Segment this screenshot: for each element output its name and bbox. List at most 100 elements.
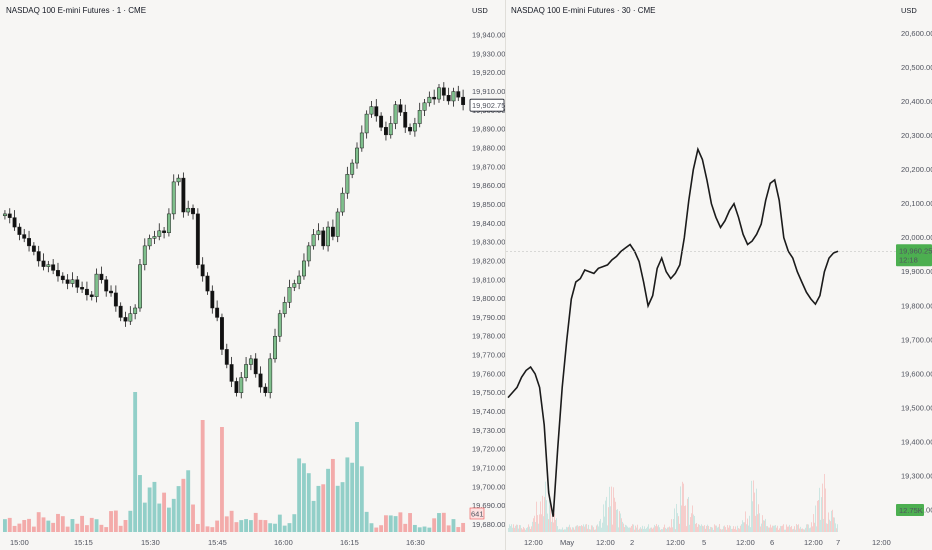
left-volume-bar	[364, 511, 369, 532]
left-y-tick-label: 19,770.00	[472, 351, 505, 360]
right-volume-bar	[678, 516, 679, 532]
right-volume-bar	[686, 526, 687, 532]
right-volume-bar	[675, 529, 676, 532]
left-last-volume-box	[469, 507, 485, 520]
left-candle-body	[191, 207, 195, 215]
left-volume-bar	[94, 519, 99, 532]
right-volume-bar	[751, 480, 752, 532]
right-volume-bar	[700, 525, 701, 532]
right-volume-bar	[533, 518, 534, 532]
left-volume-bar	[22, 520, 27, 532]
left-chart-svg[interactable]: NASDAQ 100 E-mini Futures · 1 · CME USD …	[0, 0, 505, 550]
right-volume-bar	[548, 519, 549, 532]
right-volume-bar	[796, 524, 797, 532]
right-volume-bar	[522, 529, 523, 532]
right-volume-bar	[662, 529, 663, 532]
left-volume-bar	[316, 485, 321, 532]
left-last-price-label: 19,902.75	[472, 101, 505, 110]
left-volume-bar	[104, 527, 109, 532]
left-volume-bar	[80, 515, 85, 532]
right-volume-bar	[704, 525, 705, 532]
left-volume-bar	[51, 522, 56, 532]
right-volume-bar	[807, 524, 808, 532]
right-volume-bar	[705, 528, 706, 532]
right-chart-svg[interactable]: NASDAQ 100 E-mini Futures · 30 · CME USD…	[506, 0, 932, 550]
right-volume-bar	[631, 525, 632, 532]
right-volume-bar	[782, 525, 783, 532]
left-volume-bar	[311, 500, 316, 532]
right-volume-bar	[576, 525, 577, 532]
right-volume-bar	[622, 521, 623, 532]
right-volume-bar	[614, 497, 615, 532]
right-volume-bar	[735, 526, 736, 532]
right-y-tick-label: 20,000.00	[901, 233, 932, 242]
right-volume-bar	[808, 524, 809, 532]
left-volume-bar	[239, 520, 244, 532]
right-x-tick-label: 12:00	[736, 538, 755, 547]
right-volume-bar	[641, 528, 642, 532]
right-volume-bar	[623, 523, 624, 532]
right-volume-bar	[647, 526, 648, 532]
left-candle-body	[157, 230, 162, 237]
left-volume-bar	[99, 524, 104, 532]
right-volume-bar	[643, 528, 644, 532]
left-candle-body	[36, 251, 41, 262]
right-volume-bar	[608, 507, 609, 532]
left-volume-bar	[234, 522, 239, 532]
right-volume-bar	[564, 529, 565, 532]
right-volume-bar	[824, 473, 825, 532]
left-volume-bar	[451, 519, 456, 532]
right-volume-bar	[805, 527, 806, 532]
right-volume-bar	[534, 515, 535, 532]
right-volume-bar	[568, 526, 569, 532]
left-candle-body	[171, 181, 176, 215]
right-volume-bar	[801, 528, 802, 532]
right-volume-bar	[655, 526, 656, 532]
left-candle-body	[437, 87, 441, 100]
right-volume-bar	[730, 525, 731, 532]
left-y-tick-label: 19,910.00	[472, 87, 505, 96]
left-chart-pane[interactable]: NASDAQ 100 E-mini Futures · 1 · CME USD …	[0, 0, 505, 550]
right-volume-bar	[612, 524, 613, 532]
right-volume-bar	[572, 527, 573, 532]
right-volume-bar	[613, 487, 614, 532]
right-volume-bar	[837, 524, 838, 532]
right-volume-bar	[549, 491, 550, 532]
right-volume-bar	[625, 524, 626, 532]
left-volume-bar	[330, 458, 335, 532]
right-volume-bar	[827, 523, 828, 532]
right-volume-bar	[815, 505, 816, 532]
right-volume-bar	[817, 500, 818, 532]
right-volume-bar	[784, 529, 785, 532]
right-volume-bar	[621, 518, 622, 532]
right-y-tick-label: 19,900.00	[901, 267, 932, 276]
right-volume-bar	[774, 525, 775, 532]
left-candle-body	[253, 358, 258, 375]
right-volume-bar	[761, 523, 762, 532]
left-candle-body	[166, 213, 171, 233]
right-volume-bar	[565, 529, 566, 532]
left-y-tick-label: 19,690.00	[472, 501, 505, 510]
right-volume-bar	[562, 527, 563, 532]
right-volume-bar	[709, 529, 710, 532]
right-volume-bar	[766, 526, 767, 532]
right-volume-bar	[661, 529, 662, 532]
right-volume-bar	[537, 515, 538, 532]
right-volume-bar	[610, 506, 611, 532]
left-candle-body	[417, 110, 422, 124]
right-volume-bar	[679, 523, 680, 532]
right-volume-bar	[668, 527, 669, 532]
pane-divider[interactable]	[505, 0, 506, 550]
left-candle-body	[186, 207, 191, 213]
right-volume-bar	[518, 528, 519, 532]
right-y-tick-label: 20,600.00	[901, 29, 932, 38]
right-volume-bar	[566, 526, 567, 532]
right-volume-bar	[689, 524, 690, 532]
right-volume-bar	[515, 525, 516, 532]
right-volume-bar	[769, 527, 770, 532]
left-volume-bar	[248, 520, 253, 532]
right-volume-bar	[710, 526, 711, 532]
left-candle-body	[224, 349, 229, 365]
right-volume-bar	[586, 524, 587, 532]
right-chart-pane[interactable]: NASDAQ 100 E-mini Futures · 30 · CME USD…	[506, 0, 932, 550]
